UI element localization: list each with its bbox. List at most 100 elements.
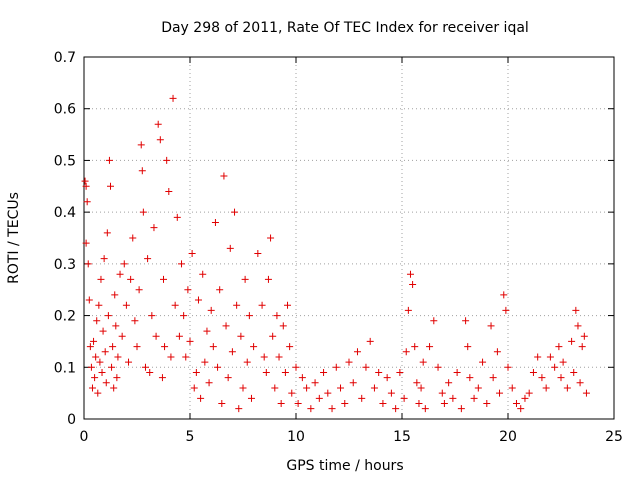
y-tick-label: 0.1: [54, 360, 76, 376]
data-point: [82, 182, 90, 190]
data-point: [358, 394, 366, 402]
data-point: [110, 384, 118, 392]
data-point: [222, 322, 230, 330]
data-point: [303, 384, 311, 392]
data-point: [474, 384, 482, 392]
data-point: [294, 399, 302, 407]
data-point: [93, 317, 101, 325]
data-point: [85, 296, 93, 304]
data-point: [190, 384, 198, 392]
data-point: [192, 368, 200, 376]
data-point: [135, 286, 143, 294]
data-point: [199, 270, 207, 278]
data-point: [137, 141, 145, 149]
data-point: [563, 384, 571, 392]
data-point: [279, 322, 287, 330]
y-tick-label: 0.3: [54, 257, 76, 273]
data-point: [205, 379, 213, 387]
data-point: [582, 389, 590, 397]
data-point: [387, 389, 395, 397]
data-point: [341, 399, 349, 407]
data-point: [267, 234, 275, 242]
data-point: [138, 167, 146, 175]
data-point: [479, 358, 487, 366]
data-point: [81, 177, 89, 185]
data-point: [392, 405, 400, 413]
data-point: [113, 374, 121, 382]
data-point: [292, 363, 300, 371]
data-point: [178, 260, 186, 268]
y-tick-label: 0.7: [54, 50, 76, 66]
data-point: [580, 332, 588, 340]
data-point: [99, 327, 107, 335]
data-point: [260, 353, 268, 361]
data-point: [426, 343, 434, 351]
data-point: [180, 312, 188, 320]
x-tick-label: 15: [393, 429, 411, 445]
data-point: [568, 337, 576, 345]
data-point: [555, 343, 563, 351]
data-point: [508, 384, 516, 392]
x-tick-label: 5: [186, 429, 195, 445]
data-point: [512, 399, 520, 407]
data-point: [332, 363, 340, 371]
data-point: [139, 208, 147, 216]
data-point: [105, 156, 113, 164]
data-point: [284, 301, 292, 309]
data-point: [214, 363, 222, 371]
data-point: [152, 332, 160, 340]
data-point: [144, 255, 152, 263]
data-point: [421, 405, 429, 413]
data-point: [275, 353, 283, 361]
data-point: [353, 348, 361, 356]
data-point: [118, 332, 126, 340]
data-point: [396, 368, 404, 376]
y-tick-label: 0.4: [54, 205, 76, 221]
data-point: [150, 224, 158, 232]
data-point: [165, 187, 173, 195]
data-point: [362, 363, 370, 371]
data-point: [250, 343, 258, 351]
data-point: [84, 260, 92, 268]
data-point: [96, 358, 104, 366]
data-point: [160, 275, 167, 283]
grid-lines: [84, 57, 614, 419]
y-tick-label: 0.5: [54, 153, 76, 169]
data-point: [101, 348, 109, 356]
data-point: [111, 291, 119, 299]
data-point: [120, 260, 128, 268]
data-point: [129, 234, 137, 242]
data-point: [188, 250, 196, 258]
data-point: [500, 291, 508, 299]
data-point: [211, 218, 219, 226]
data-point: [415, 399, 423, 407]
data-point: [288, 389, 296, 397]
data-point: [218, 399, 226, 407]
data-point: [104, 312, 112, 320]
data-point: [496, 389, 504, 397]
x-tick-label: 0: [80, 429, 89, 445]
data-point: [411, 343, 419, 351]
data-point: [311, 379, 319, 387]
data-point: [457, 405, 465, 413]
data-point: [107, 182, 114, 190]
data-point: [502, 306, 510, 314]
data-point: [148, 312, 156, 320]
data-point: [413, 379, 421, 387]
data-point: [462, 317, 470, 325]
data-point: [453, 368, 461, 376]
data-point: [262, 368, 270, 376]
data-point: [366, 337, 374, 345]
data-point: [404, 306, 412, 314]
data-point: [156, 136, 164, 144]
data-point: [233, 301, 241, 309]
data-point: [328, 405, 336, 413]
axis-ticks: 0 5 10 15 20 25 0 0.1 0.2 0.3 0.4 0.5 0.6 0.7: [54, 50, 623, 445]
data-point: [440, 399, 448, 407]
y-tick-label: 0: [67, 412, 76, 428]
data-point: [197, 394, 205, 402]
data-point: [534, 353, 542, 361]
data-point: [87, 363, 95, 371]
